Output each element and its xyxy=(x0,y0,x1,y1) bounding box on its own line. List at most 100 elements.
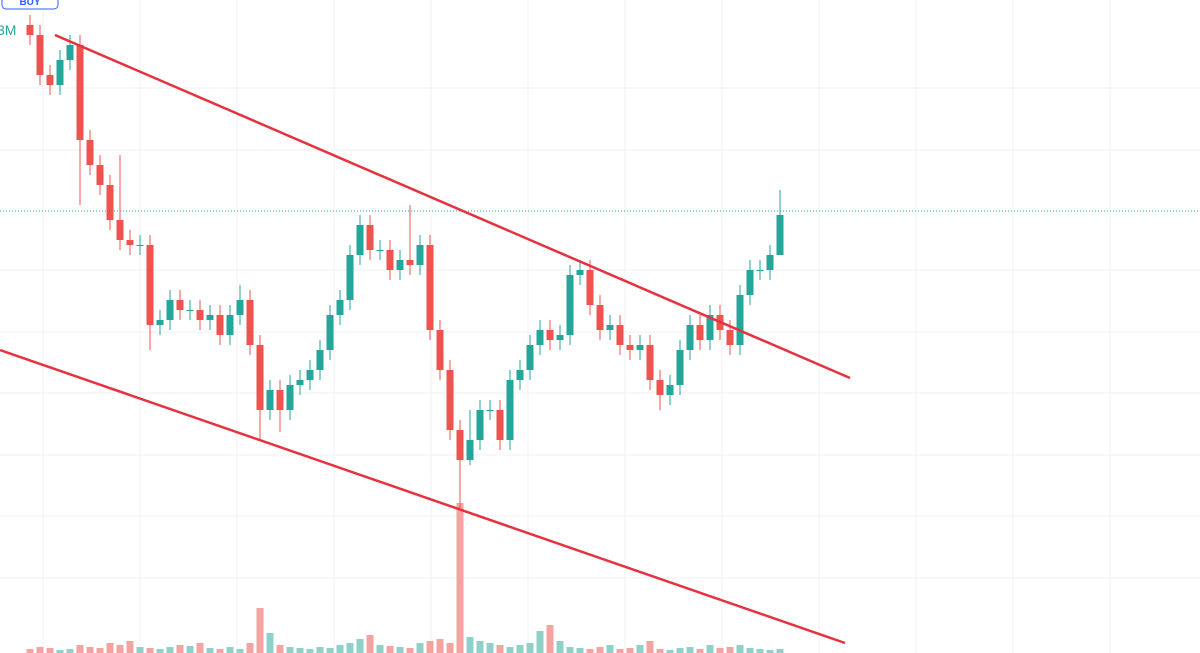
candle-body xyxy=(676,350,684,385)
candle-body xyxy=(126,240,134,245)
candle-body xyxy=(556,335,564,340)
volume-bar xyxy=(726,647,734,653)
candle-body xyxy=(666,385,674,395)
volume-bar xyxy=(556,641,564,653)
candle-body xyxy=(36,35,44,75)
candle-body xyxy=(76,45,84,140)
buy-button[interactable] xyxy=(1,0,59,10)
volume-bar xyxy=(386,646,394,653)
candle-body xyxy=(686,325,694,350)
volume-bar xyxy=(746,648,754,653)
volume-bar xyxy=(216,649,224,653)
volume-bar xyxy=(686,647,694,653)
candle-body xyxy=(766,255,774,270)
candle-body xyxy=(166,300,174,320)
candle-body xyxy=(616,325,624,345)
volume-bar xyxy=(426,641,434,653)
candle-body xyxy=(576,270,584,275)
volume-bar xyxy=(656,649,664,653)
volume-bar xyxy=(146,648,154,653)
volume-bar xyxy=(366,635,374,653)
volume-bar xyxy=(536,631,544,653)
volume-bar xyxy=(126,641,134,653)
volume-bar xyxy=(76,645,84,653)
volume-bar xyxy=(496,645,504,653)
candle-body xyxy=(486,410,494,411)
volume-bar xyxy=(646,641,654,653)
volume-bar xyxy=(566,647,574,653)
candle-body xyxy=(496,410,504,440)
volume-bar xyxy=(56,650,64,653)
volume-bar xyxy=(396,647,404,653)
candle-body xyxy=(446,370,454,430)
volume-bar xyxy=(476,641,484,653)
candle-body xyxy=(46,75,54,85)
volume-bar xyxy=(136,647,144,653)
candle-body xyxy=(286,385,294,410)
volume-bar xyxy=(756,649,764,653)
volume-bar xyxy=(296,648,304,653)
volume-bar xyxy=(766,650,774,653)
volume xyxy=(26,503,784,653)
candle-body xyxy=(156,320,164,325)
volume-bar xyxy=(26,649,34,653)
candle-body xyxy=(526,345,534,370)
candle-body xyxy=(106,185,114,220)
candle-body xyxy=(356,225,364,255)
candle-body xyxy=(626,345,634,350)
volume-bar xyxy=(86,647,94,653)
volume-bar xyxy=(636,645,644,653)
candle-body xyxy=(726,330,734,345)
candle-body xyxy=(656,380,664,395)
volume-bar xyxy=(446,643,454,653)
candle-body xyxy=(376,250,384,251)
candle-body xyxy=(546,330,554,340)
candle-body xyxy=(436,330,444,370)
volume-bar xyxy=(506,647,514,653)
volume-bar xyxy=(516,645,524,653)
candle-body xyxy=(696,325,704,340)
candle-body xyxy=(536,330,544,345)
candle-body xyxy=(756,270,764,271)
candle-body xyxy=(116,220,124,240)
candle-body xyxy=(176,300,184,310)
candle-body xyxy=(186,310,194,311)
volume-bar xyxy=(96,648,104,653)
candle-body xyxy=(746,270,754,295)
volume-bar xyxy=(526,643,534,653)
candle-body xyxy=(96,165,104,185)
volume-bar xyxy=(356,639,364,653)
volume-bar xyxy=(236,649,244,653)
candle-body xyxy=(66,45,74,60)
volume-bar xyxy=(596,647,604,653)
volume-bar xyxy=(666,650,674,653)
candle-body xyxy=(606,325,614,330)
volume-bar xyxy=(546,625,554,653)
candle-body xyxy=(386,250,394,270)
candle-body xyxy=(776,215,784,255)
volume-bar xyxy=(116,645,124,653)
candle-body xyxy=(146,245,154,325)
volume-bar xyxy=(176,645,184,653)
volume-bar xyxy=(276,645,284,653)
volume-bar xyxy=(186,646,194,653)
volume-bar xyxy=(46,648,54,653)
volume-bar xyxy=(776,649,784,653)
volume-bar xyxy=(376,645,384,653)
candle-body xyxy=(256,345,264,410)
volume-bar xyxy=(586,649,594,653)
candle-body xyxy=(476,410,484,440)
candle-body xyxy=(706,315,714,340)
volume-bar xyxy=(436,639,444,653)
candle-body xyxy=(276,390,284,410)
volume-bar xyxy=(706,645,714,653)
candle-body xyxy=(326,315,334,350)
candle-body xyxy=(466,440,474,460)
candle-body xyxy=(316,350,324,370)
candle-body xyxy=(216,315,224,335)
candle-body xyxy=(516,370,524,380)
buy-label[interactable]: BUY xyxy=(19,0,40,8)
candle-body xyxy=(736,295,744,345)
candle-body xyxy=(306,370,314,380)
volume-bar xyxy=(576,648,584,653)
